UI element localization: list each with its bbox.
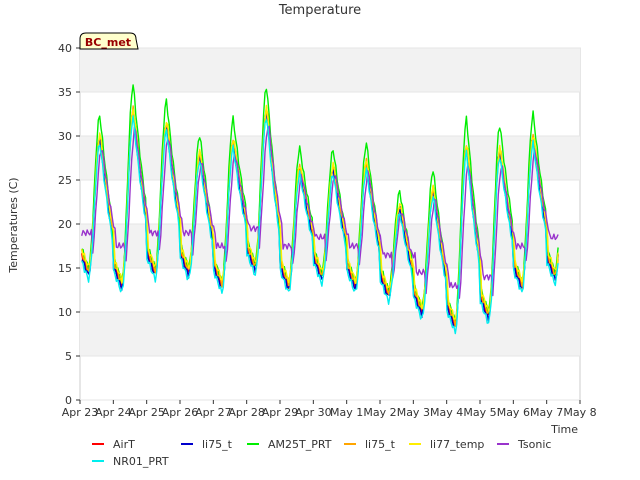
site-label: BC_met bbox=[85, 36, 131, 49]
grid-band bbox=[80, 48, 580, 92]
y-tick-label: 40 bbox=[58, 42, 72, 55]
x-tick-label: May 4 bbox=[430, 406, 463, 419]
y-tick-label: 15 bbox=[58, 262, 72, 275]
x-tick-label: Apr 24 bbox=[95, 406, 132, 419]
x-tick-label: Apr 28 bbox=[228, 406, 265, 419]
y-tick-label: 20 bbox=[58, 218, 72, 231]
legend-label: AM25T_PRT bbox=[268, 438, 332, 451]
y-axis-label: Temperatures (C) bbox=[7, 177, 20, 273]
legend-label: li75_t bbox=[202, 438, 233, 451]
legend-label: Tsonic bbox=[517, 438, 551, 451]
x-axis-label: Time bbox=[550, 423, 578, 436]
site-badge: BC_met bbox=[79, 32, 139, 50]
x-tick-label: May 2 bbox=[363, 406, 396, 419]
x-tick-label: Apr 29 bbox=[262, 406, 299, 419]
x-tick-label: Apr 30 bbox=[295, 406, 332, 419]
chart-title: Temperature bbox=[278, 3, 361, 18]
legend-label: li75_t bbox=[365, 438, 396, 451]
x-tick-label: May 8 bbox=[563, 406, 596, 419]
x-tick-label: Apr 23 bbox=[62, 406, 99, 419]
x-tick-label: May 3 bbox=[397, 406, 430, 419]
x-tick-label: May 5 bbox=[463, 406, 496, 419]
x-tick-label: May 6 bbox=[497, 406, 530, 419]
y-tick-label: 35 bbox=[58, 86, 72, 99]
x-tick-label: Apr 27 bbox=[195, 406, 232, 419]
grid-band bbox=[80, 312, 580, 356]
legend-label: li77_temp bbox=[430, 438, 484, 451]
y-tick-label: 10 bbox=[58, 306, 72, 319]
x-tick-label: Apr 25 bbox=[128, 406, 165, 419]
y-tick-label: 25 bbox=[58, 174, 72, 187]
y-tick-label: 0 bbox=[65, 394, 72, 407]
legend-label: NR01_PRT bbox=[113, 455, 169, 468]
x-tick-label: Apr 26 bbox=[162, 406, 199, 419]
y-tick-label: 5 bbox=[65, 350, 72, 363]
x-tick-label: May 7 bbox=[530, 406, 563, 419]
series-line-tsonic bbox=[81, 125, 559, 299]
y-tick-label: 30 bbox=[58, 130, 72, 143]
x-tick-label: May 1 bbox=[330, 406, 363, 419]
series-line-nr01_prt bbox=[81, 115, 559, 335]
legend-label: AirT bbox=[113, 438, 135, 451]
